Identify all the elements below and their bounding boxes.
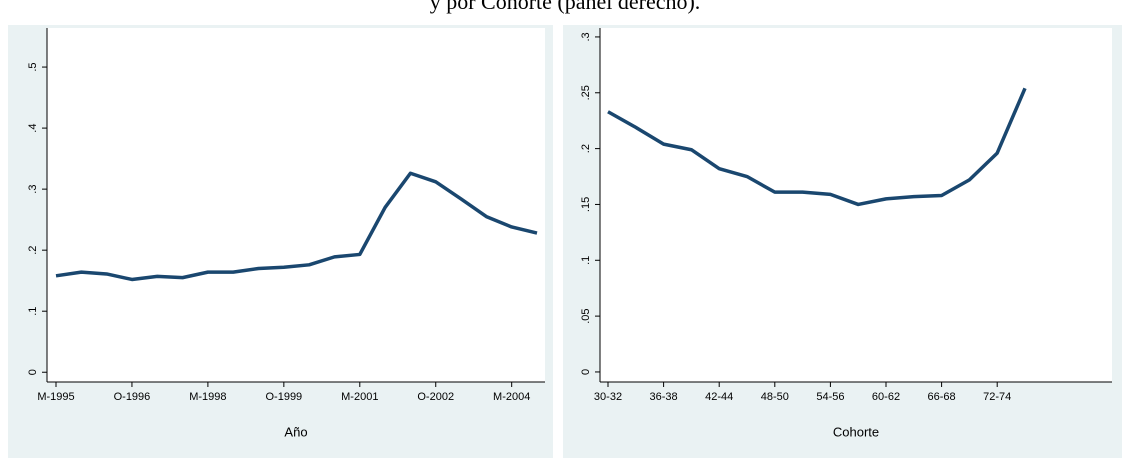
y-tick-label: .5 (27, 62, 39, 71)
x-tick-label: 48-50 (761, 391, 789, 403)
y-tick-label: .1 (580, 256, 592, 265)
y-tick-label: .05 (580, 308, 592, 323)
y-tick-label: .1 (27, 307, 39, 316)
x-tick-label: O-1999 (265, 391, 302, 403)
y-tick-label: .2 (27, 246, 39, 255)
x-axis-title: Cohorte (833, 424, 879, 439)
y-tick-label: .2 (580, 144, 592, 153)
y-tick-label: .3 (27, 185, 39, 194)
y-tick-label: .4 (27, 124, 39, 133)
x-tick-label: M-2001 (341, 391, 378, 403)
plot-area (47, 28, 545, 382)
x-tick-label: M-1998 (189, 391, 226, 403)
y-tick-label: .25 (580, 85, 592, 100)
x-tick-label: 66-68 (928, 391, 956, 403)
x-tick-label: M-1995 (37, 391, 74, 403)
x-tick-label: 60-62 (872, 391, 900, 403)
x-tick-label: 54-56 (816, 391, 844, 403)
x-tick-label: 36-38 (650, 391, 678, 403)
x-tick-label: O-1996 (114, 391, 151, 403)
x-tick-label: 42-44 (705, 391, 733, 403)
y-tick-label: .3 (580, 32, 592, 41)
caption: y por Cohorte (panel derecho). (430, 0, 701, 14)
y-tick-label: .15 (580, 197, 592, 212)
x-tick-label: O-2002 (417, 391, 454, 403)
x-tick-label: M-2004 (493, 391, 530, 403)
data-line (55, 171, 538, 282)
x-tick-label: 30-32 (594, 391, 622, 403)
y-tick-label: 0 (580, 369, 592, 375)
x-tick-label: 72-74 (983, 391, 1011, 403)
x-axis-title: Año (284, 424, 307, 439)
y-tick-label: 0 (27, 369, 39, 375)
data-line (607, 87, 1027, 207)
